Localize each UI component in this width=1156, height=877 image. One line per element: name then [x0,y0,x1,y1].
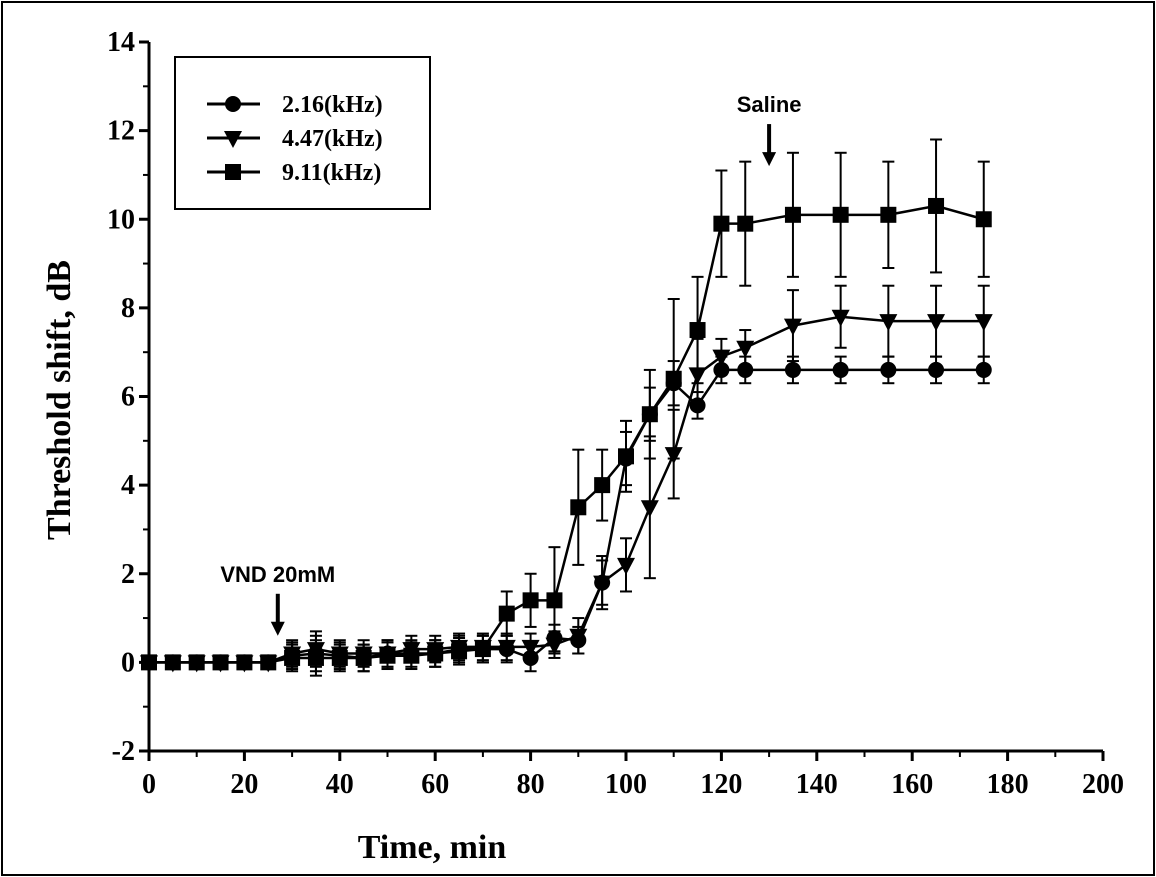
data-point [212,654,229,671]
data-point [224,131,242,148]
x-tick-label: 140 [796,769,838,800]
data-point [225,164,241,180]
x-tick-label: 0 [142,769,156,800]
data-point [379,647,396,664]
data-point [284,649,301,666]
y-tick-label: 4 [121,470,135,501]
data-point [593,575,612,593]
data-point [618,448,634,465]
data-point [474,641,491,658]
data-point [497,639,516,657]
data-point [783,318,802,336]
data-point [225,96,241,112]
data-point [880,206,897,223]
data-point [712,349,731,367]
data-point [427,645,444,662]
data-point [784,206,801,223]
x-tick-label: 200 [1082,769,1124,800]
data-point [880,361,897,378]
series-square [141,138,992,677]
data-point [594,477,611,494]
legend: 2.16(kHz) 4.47(kHz) 9.11(kHz) [174,56,431,210]
data-point [307,649,324,666]
data-point [832,206,849,223]
data-point [975,211,992,228]
x-tick-label: 120 [700,769,742,800]
data-point [521,639,540,657]
data-point [928,197,945,214]
data-point [975,361,992,378]
x-tick-label: 20 [230,769,258,800]
annotation-arrow-head [270,621,285,636]
x-tick-label: 60 [421,769,449,800]
data-point [570,499,587,516]
data-point [188,654,205,671]
data-point [451,643,468,660]
data-point [640,500,659,518]
data-point [689,322,706,339]
data-point [355,649,372,666]
data-point [784,361,801,378]
y-tick-label: 2 [121,559,135,590]
y-axis-label: Threshold shift, dB [41,260,78,540]
data-point [164,654,181,671]
y-tick-label: 12 [107,116,135,147]
legend-label: 4.47(kHz) [282,126,383,152]
data-point [569,628,588,646]
x-tick-label: 40 [326,769,354,800]
data-point [617,557,635,575]
data-point [737,215,754,232]
legend-label: 9.11(kHz) [282,160,381,186]
data-point [236,654,253,671]
annotation-arrow-head [762,152,777,167]
y-tick-label: 0 [121,647,135,678]
data-point [879,314,898,332]
data-point [522,592,539,609]
data-point [403,647,420,664]
data-point [546,592,563,609]
data-point [974,314,993,332]
annotation-label: Saline [737,92,802,117]
annotations: VND 20mM Saline [220,92,802,636]
data-point [927,314,946,332]
x-tick-label: 100 [605,769,647,800]
annotation-label: VND 20mM [220,562,335,587]
data-point [498,605,515,622]
data-point [928,361,945,378]
y-tick-label: 8 [121,293,135,324]
data-point [331,649,348,666]
legend-box [174,56,431,210]
y-tick-label: 10 [107,204,135,235]
y-tick-label: -2 [112,736,135,767]
data-point [641,406,658,423]
x-tick-label: 160 [891,769,933,800]
data-point [831,309,850,327]
x-axis-label: Time, min [358,829,507,866]
x-tick-label: 80 [517,769,545,800]
data-point [665,370,682,387]
y-tick-label: 6 [121,382,135,413]
data-point [260,654,277,671]
y-tick-label: 14 [107,27,135,58]
data-point [141,654,157,671]
x-tick-label: 180 [987,769,1029,800]
data-point [736,340,755,358]
legend-label: 2.16(kHz) [282,92,383,118]
data-point [832,361,849,378]
series-layer [140,138,993,677]
data-point [713,215,730,232]
